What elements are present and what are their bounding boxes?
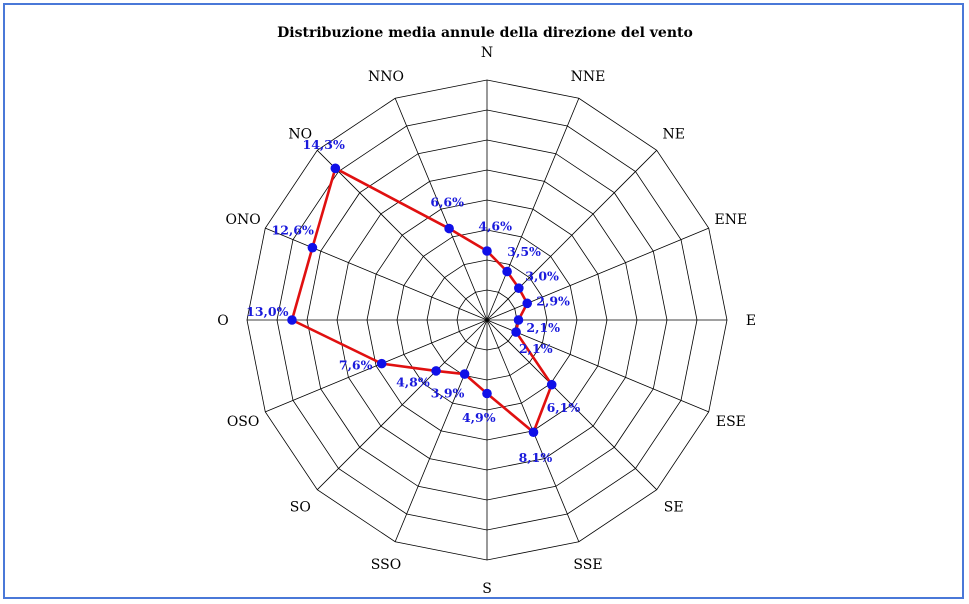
direction-label-SSO: SSO: [371, 557, 401, 573]
series-line: [290, 167, 554, 434]
value-label-ONO: 12,6%: [272, 223, 314, 238]
spoke-NNO: [394, 98, 488, 321]
spoke-NO: [317, 150, 488, 321]
marker-NE: [514, 283, 524, 293]
marker-N: [482, 246, 492, 256]
spoke-SO: [317, 319, 488, 490]
value-labels: 4,6% 3,5% 3,0% 2,9% 2,1% 2,1% 6,1% 8,1% 4,9% 3,9%…: [246, 137, 580, 465]
value-label-SE: 6,1%: [547, 400, 581, 415]
direction-label-SSE: SSE: [573, 557, 602, 573]
direction-label-NE: NE: [662, 126, 684, 142]
value-label-N: 4,6%: [478, 218, 512, 233]
value-label-NNE: 3,5%: [507, 244, 541, 259]
value-label-E: 2,1%: [526, 320, 560, 335]
direction-label-SO: SO: [290, 500, 311, 516]
direction-label-ONO: ONO: [225, 212, 260, 228]
direction-label-E: E: [746, 313, 756, 329]
direction-label-NNO: NNO: [368, 69, 404, 85]
spoke-NE: [486, 150, 657, 321]
marker-SO: [431, 366, 441, 376]
direction-label-O: O: [217, 313, 228, 329]
value-label-NNO: 6,6%: [430, 195, 464, 210]
value-label-ENE: 2,9%: [536, 294, 570, 309]
marker-E: [513, 315, 524, 325]
value-label-NO: 14,3%: [303, 137, 345, 152]
marker-SSO: [459, 369, 470, 379]
value-label-NE: 3,0%: [525, 269, 559, 284]
spoke-SE: [486, 319, 657, 490]
spoke-ONO: [265, 227, 488, 321]
marker-SE: [546, 379, 557, 390]
spoke-ENE: [486, 227, 709, 321]
direction-label-NO: NO: [288, 126, 312, 142]
spoke-SSO: [394, 319, 488, 542]
direction-label-NNE: NNE: [571, 69, 606, 85]
direction-label-ESE: ESE: [716, 414, 746, 430]
direction-labels: N NNE NE ENE E ESE SE SSE S SSO SO OSO O ONO NO NNO: [217, 45, 756, 597]
marker-ONO: [307, 242, 318, 253]
value-label-S: 4,9%: [462, 410, 496, 425]
value-label-O: 13,0%: [246, 304, 288, 319]
spoke-ESE: [486, 319, 709, 413]
series-markers: [287, 163, 557, 438]
value-label-ESE: 2,1%: [519, 341, 553, 356]
marker-NNE: [502, 266, 512, 277]
spoke-OSO: [265, 319, 488, 413]
value-label-SSO: 3,9%: [431, 386, 465, 401]
series-polygon: [290, 167, 554, 434]
value-label-SO: 4,8%: [396, 375, 430, 390]
direction-label-OSO: OSO: [227, 414, 260, 430]
spoke-NNE: [486, 98, 580, 321]
direction-label-N: N: [481, 45, 493, 61]
radar-grid: [246, 79, 728, 561]
marker-O: [287, 315, 297, 325]
marker-NO: [330, 163, 341, 174]
marker-S: [482, 388, 492, 399]
chart-title: Distribuzione media annule della direzio…: [277, 25, 693, 41]
direction-label-S: S: [482, 581, 492, 597]
direction-label-ENE: ENE: [715, 212, 748, 228]
marker-ENE: [522, 298, 532, 309]
value-label-OSO: 7,6%: [339, 358, 373, 373]
marker-OSO: [376, 358, 387, 369]
value-label-SSE: 8,1%: [519, 450, 553, 465]
direction-label-SE: SE: [664, 500, 684, 516]
marker-SSE: [528, 427, 539, 438]
marker-NNO: [444, 223, 454, 234]
marker-ESE: [511, 327, 521, 337]
